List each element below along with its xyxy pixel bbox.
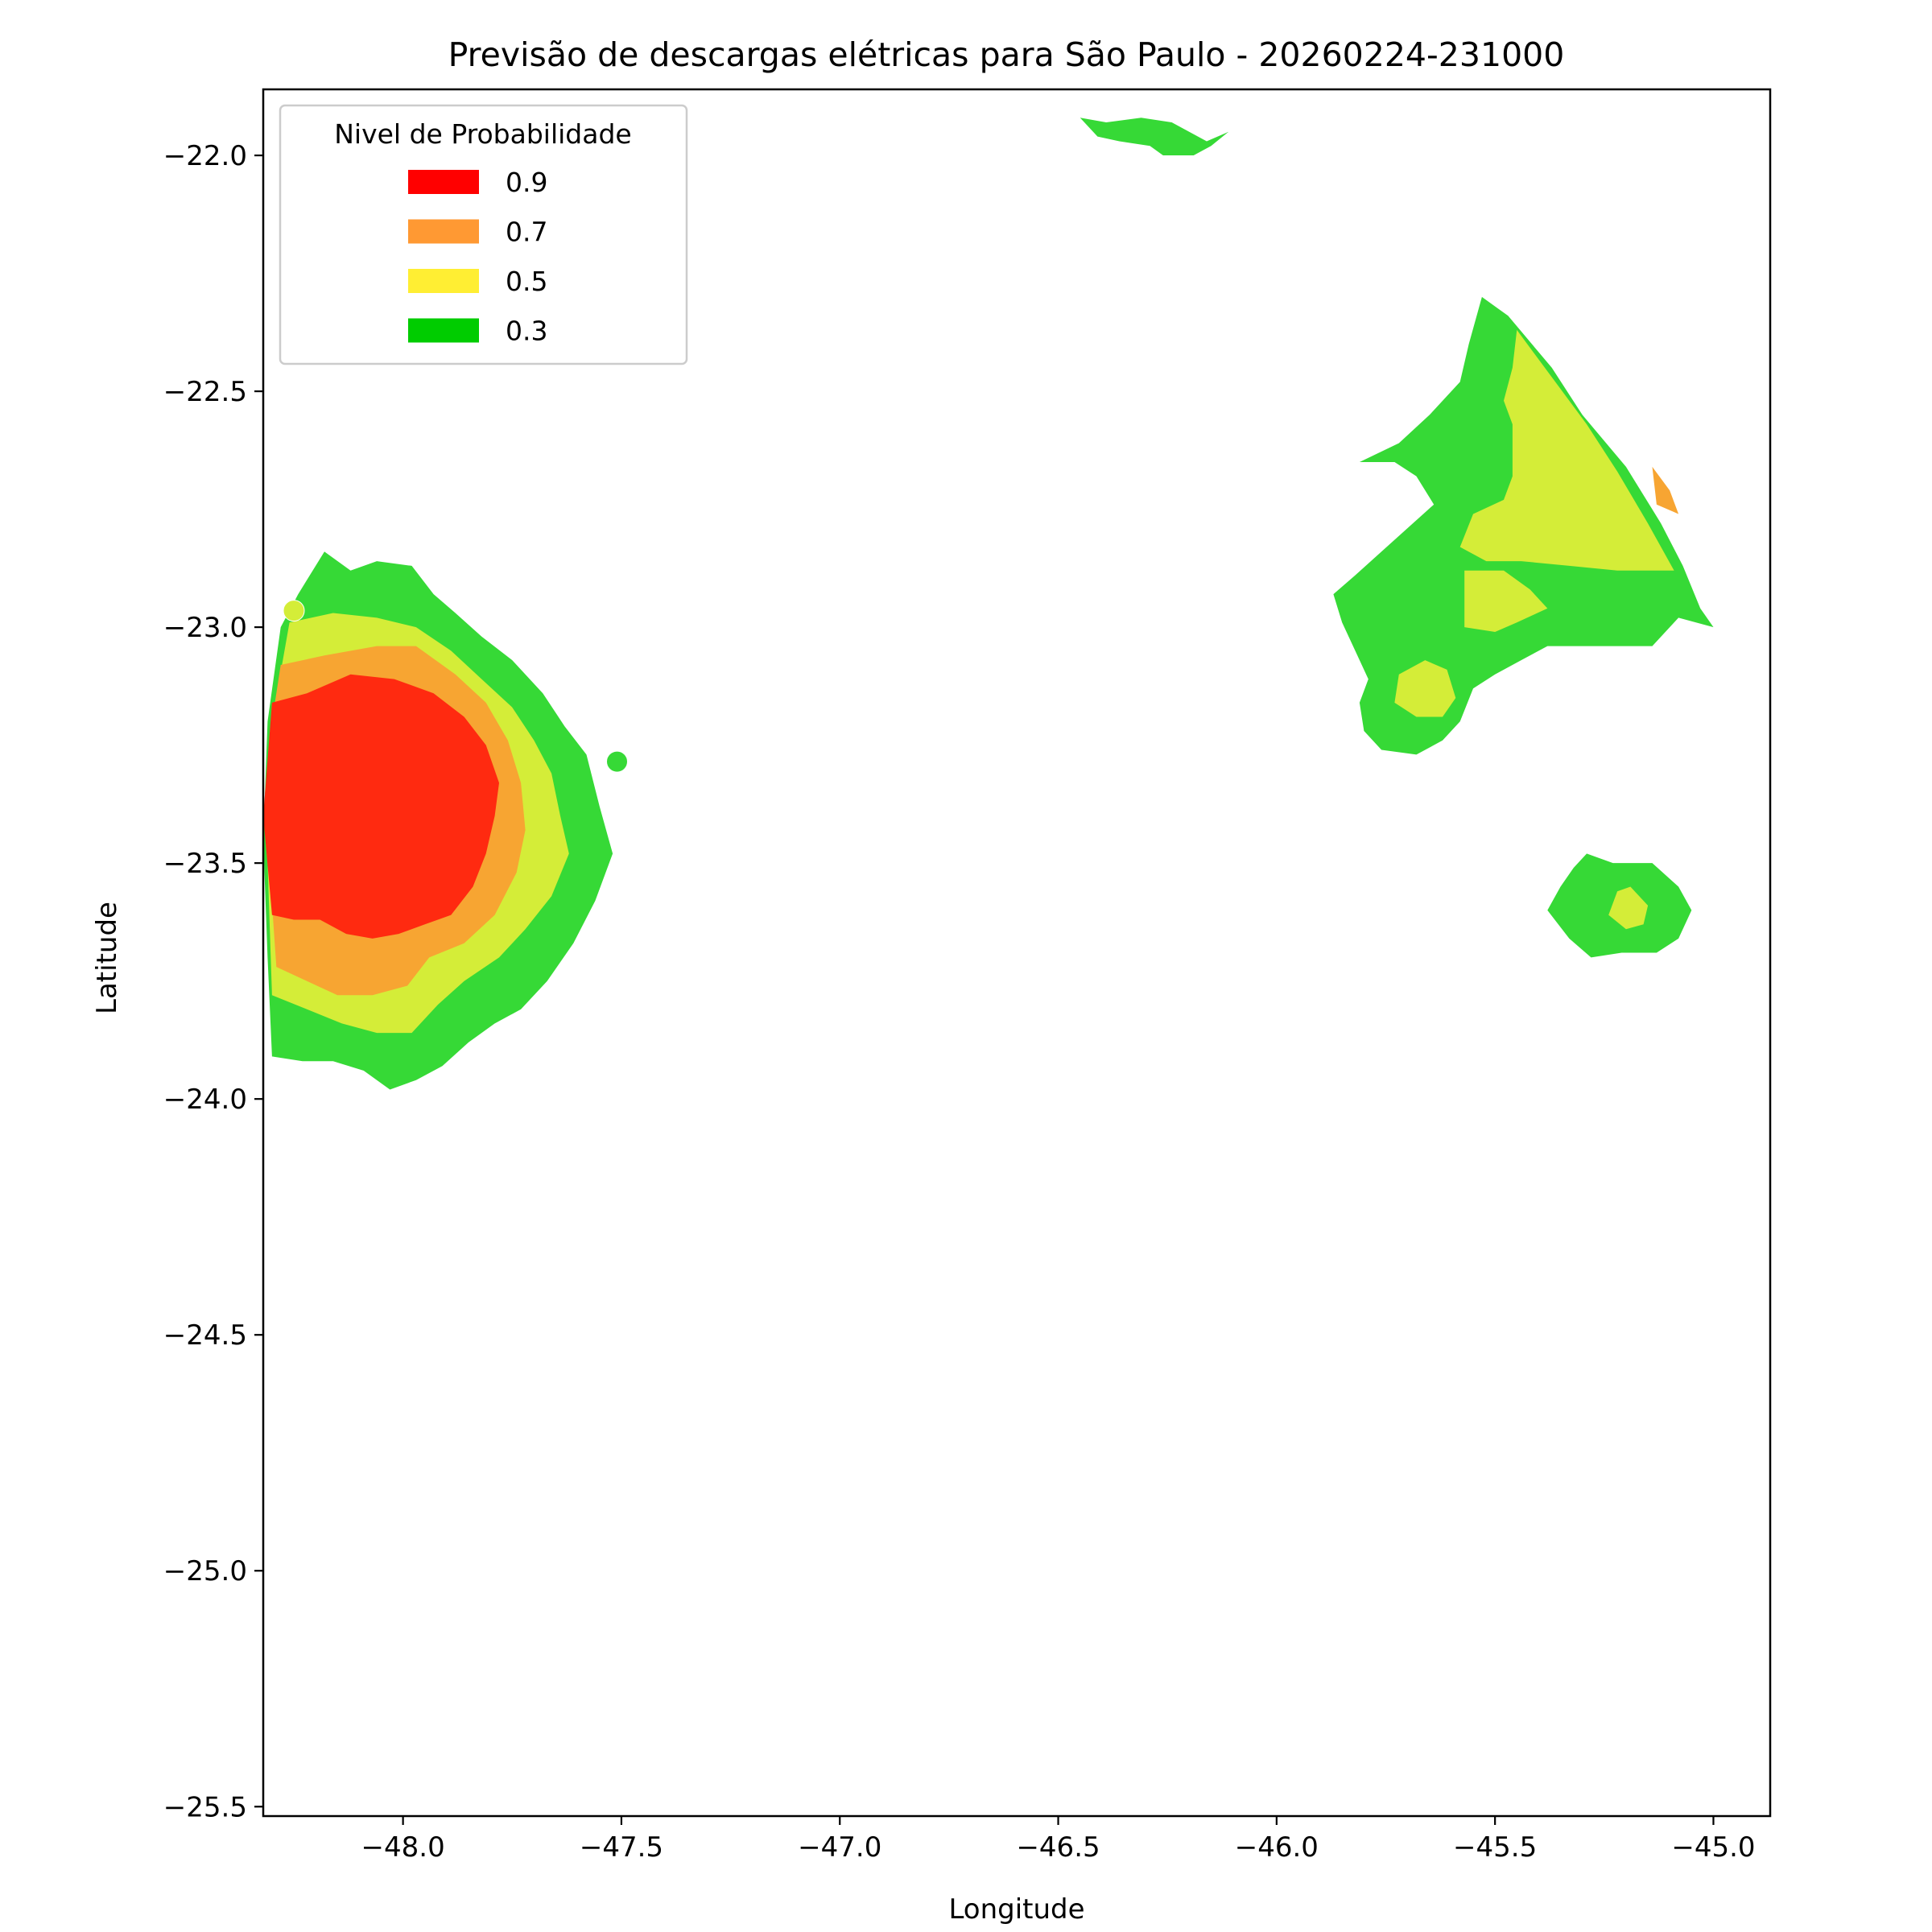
y-tick-label: −22.5 (163, 376, 247, 408)
y-axis-label: Latitude (91, 902, 123, 1014)
legend-frame (279, 104, 688, 365)
legend-title: Nivel de Probabilidade (334, 118, 631, 150)
x-tick-label: −47.0 (798, 1831, 881, 1864)
x-axis: −48.0 −47.5 −47.0 −46.5 −46.0 −45.5 −45.0 (361, 1816, 1756, 1864)
x-tick-label: −46.5 (1016, 1831, 1100, 1864)
y-tick-label: −23.5 (163, 848, 247, 880)
chart-title: Previsão de descargas elétricas para São… (448, 35, 1565, 74)
x-tick-label: −45.5 (1453, 1831, 1537, 1864)
contour-region-07-9 (1652, 466, 1679, 514)
x-tick-label: −45.0 (1671, 1831, 1755, 1864)
legend-swatch-05 (408, 269, 479, 293)
plot-area (262, 88, 1772, 1818)
legend-label-07: 0.7 (506, 217, 547, 248)
contour-region-05-7 (1464, 570, 1548, 632)
legend-label-03: 0.3 (506, 316, 547, 347)
contour-region-09-3 (263, 674, 499, 939)
plot-frame (262, 88, 1772, 1818)
contour-region-03-4 (1080, 118, 1229, 155)
contour-spot-0 (283, 600, 305, 622)
contour-regions (263, 118, 1714, 1090)
contour-region-05-11 (1608, 886, 1649, 930)
contour-region-05-8 (1394, 660, 1456, 717)
legend-label-05: 0.5 (506, 266, 547, 297)
legend-label-09: 0.9 (506, 167, 547, 198)
y-tick-label: −24.5 (163, 1319, 247, 1352)
y-tick-label: −25.0 (163, 1555, 247, 1587)
legend-entries: 0.9 0.7 0.5 0.3 (408, 167, 547, 347)
y-tick-label: −25.5 (163, 1791, 247, 1823)
legend-swatch-07 (408, 219, 479, 244)
x-axis-label: Longitude (948, 1893, 1084, 1926)
y-tick-label: −23.0 (163, 612, 247, 644)
legend-swatch-03 (408, 318, 479, 343)
y-tick-label: −22.0 (163, 140, 247, 172)
legend: Nivel de Probabilidade 0.9 0.7 0.5 0.3 (279, 104, 688, 365)
x-tick-label: −48.0 (361, 1831, 445, 1864)
y-tick-label: −24.0 (163, 1084, 247, 1116)
y-axis: −22.0 −22.5 −23.0 −23.5 −24.0 −24.5 −25.0 −25.5 (163, 140, 263, 1823)
contour-spot-1 (606, 750, 628, 773)
x-tick-label: −47.5 (580, 1831, 663, 1864)
contour-region-05-6 (1459, 329, 1674, 571)
legend-swatch-09 (408, 170, 479, 194)
x-tick-label: −46.0 (1235, 1831, 1319, 1864)
